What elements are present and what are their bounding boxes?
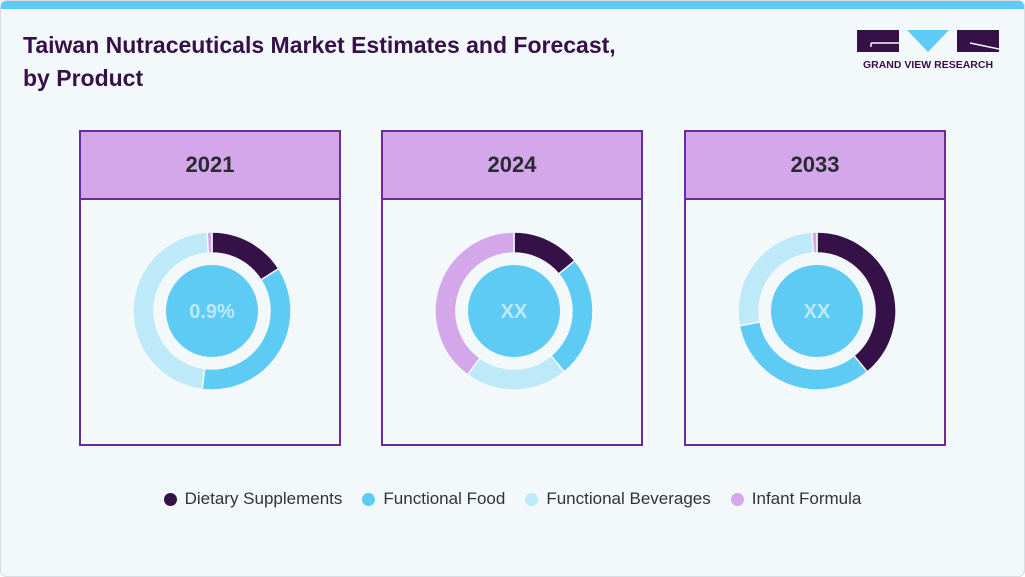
panel-year: 2033	[686, 132, 944, 200]
page-title: Taiwan Nutraceuticals Market Estimates a…	[23, 32, 616, 91]
legend-label: Infant Formula	[751, 489, 862, 508]
grand-view-research-logo: GRAND VIEW RESEARCH	[857, 30, 1000, 74]
donut-panel-2024: 2024 XX	[381, 130, 643, 446]
panel-year: 2021	[81, 132, 339, 200]
panel-year: 2024	[383, 132, 641, 200]
legend-swatch	[163, 492, 177, 506]
legend-swatch	[362, 492, 376, 506]
donut-chart-2021: 0.9%	[132, 231, 292, 391]
donut-center-label: XX	[804, 301, 831, 323]
donut-panel-2021: 2021 0.9%	[79, 130, 341, 446]
donut-chart-2033: XX	[737, 231, 897, 391]
donut-slice-infant-formula	[811, 231, 818, 254]
legend-swatch	[730, 492, 744, 506]
donut-slice-functional-beverages	[132, 231, 210, 391]
legend: Dietary Supplements Functional Food Func…	[1, 489, 1024, 509]
donut-panel-2033: 2033 XX	[684, 130, 946, 446]
donut-center-label: XX	[501, 301, 528, 323]
legend-item-functional-food: Functional Food	[362, 489, 505, 509]
donut-slice-infant-formula	[434, 231, 515, 376]
top-accent-bar	[1, 1, 1024, 9]
donut-center	[166, 265, 258, 357]
legend-item-functional-beverages: Functional Beverages	[525, 489, 711, 509]
donut-center	[468, 265, 560, 357]
svg-text:GRAND VIEW RESEARCH: GRAND VIEW RESEARCH	[863, 59, 993, 71]
legend-label: Functional Food	[383, 489, 506, 508]
legend-item-infant-formula: Infant Formula	[730, 489, 862, 509]
legend-item-dietary-supplements: Dietary Supplements	[163, 489, 343, 509]
legend-label: Functional Beverages	[546, 489, 711, 508]
donut-slice-functional-beverages	[466, 354, 566, 391]
donut-center-label: 0.9%	[189, 301, 235, 323]
donut-center	[771, 265, 863, 357]
legend-label: Dietary Supplements	[184, 489, 343, 508]
donut-chart-2024: XX	[434, 231, 594, 391]
legend-swatch	[525, 492, 539, 506]
donut-slice-infant-formula	[206, 231, 213, 254]
